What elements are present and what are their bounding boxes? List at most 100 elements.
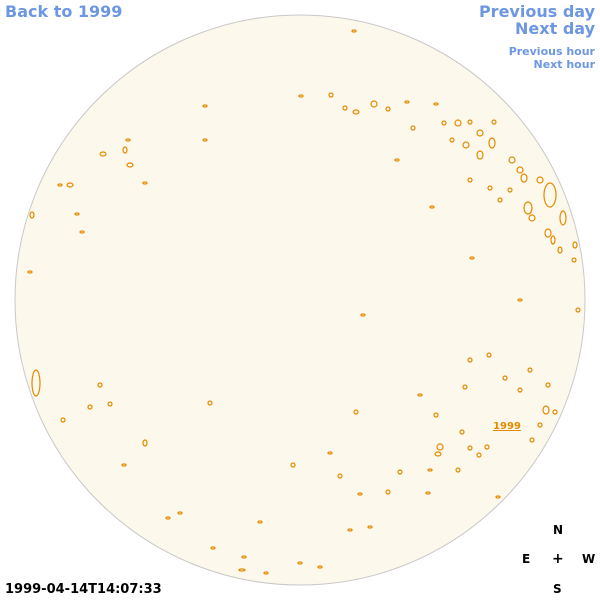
next-day-link[interactable]: Next day	[515, 19, 595, 38]
back-link[interactable]: Back to 1999	[5, 2, 123, 21]
contour	[31, 369, 41, 397]
contour	[508, 156, 516, 164]
contour	[241, 555, 247, 559]
contour	[433, 412, 439, 418]
contour	[257, 520, 263, 524]
contour	[207, 400, 213, 406]
contour	[516, 166, 524, 174]
previous-day-link[interactable]: Previous day	[478, 2, 595, 21]
contour	[367, 525, 373, 529]
contour	[469, 256, 475, 260]
contour	[29, 211, 35, 219]
contour	[394, 158, 400, 162]
contour	[317, 565, 323, 569]
previous-hour-link[interactable]: Previous hour	[508, 45, 595, 58]
contour	[544, 228, 552, 238]
contour	[202, 104, 208, 108]
contour	[263, 571, 269, 575]
contour	[557, 246, 563, 254]
contour	[290, 462, 296, 468]
contour	[542, 405, 550, 415]
contour	[360, 313, 366, 317]
contour	[495, 495, 501, 499]
contour	[433, 102, 439, 106]
contour	[517, 387, 523, 393]
contour	[517, 298, 523, 302]
contour	[537, 422, 543, 428]
contour	[441, 120, 447, 126]
contour	[327, 451, 333, 455]
compass-east: E	[522, 552, 531, 566]
contour	[202, 138, 208, 142]
contour	[297, 561, 303, 565]
contour	[459, 429, 465, 435]
contour	[476, 452, 482, 458]
contour	[455, 467, 461, 473]
contour	[572, 241, 578, 249]
contour	[527, 367, 533, 373]
contour	[351, 29, 357, 33]
contour	[57, 183, 63, 187]
contour	[502, 375, 508, 381]
contour	[462, 384, 468, 390]
contour	[575, 307, 581, 313]
contour-layer	[27, 29, 581, 575]
compass-center: +	[552, 551, 564, 567]
contour	[529, 437, 535, 443]
contour	[66, 182, 74, 188]
contour	[165, 516, 171, 520]
contour	[126, 162, 134, 168]
contour	[491, 119, 497, 125]
contour	[99, 151, 107, 157]
contour	[571, 257, 577, 263]
contour	[142, 439, 148, 447]
contour	[476, 150, 484, 160]
contour	[467, 177, 473, 183]
contour	[79, 230, 85, 234]
contour	[27, 270, 33, 274]
contour	[87, 404, 93, 410]
contour	[142, 181, 148, 185]
contour	[520, 173, 528, 183]
contour	[425, 491, 431, 495]
contour	[467, 119, 473, 125]
contour	[462, 141, 470, 149]
contour	[370, 100, 378, 108]
contour	[352, 109, 360, 115]
compass-west: W	[582, 552, 596, 566]
contour	[397, 469, 403, 475]
contour	[528, 214, 536, 222]
contour	[417, 393, 423, 397]
contour	[357, 492, 363, 496]
contour	[177, 511, 183, 515]
contour	[385, 489, 391, 495]
region-label[interactable]: 1999	[493, 421, 521, 432]
contour	[328, 92, 334, 98]
contour	[342, 105, 348, 111]
contour	[449, 137, 455, 143]
contour	[523, 201, 533, 215]
contour	[125, 138, 131, 142]
contour	[550, 235, 556, 245]
contour	[404, 100, 410, 104]
contour	[298, 94, 304, 98]
contour	[238, 568, 246, 572]
contour	[385, 106, 391, 112]
contour	[122, 146, 128, 154]
contour	[476, 129, 484, 137]
contour	[210, 546, 216, 550]
solar-disk	[14, 14, 586, 586]
timestamp: 1999-04-14T14:07:33	[5, 582, 162, 597]
compass-south: S	[553, 582, 562, 596]
contour	[486, 352, 492, 358]
contour	[121, 463, 127, 467]
contour	[536, 176, 544, 184]
contour	[545, 382, 551, 388]
compass-north: N	[553, 523, 564, 537]
contour	[467, 445, 473, 451]
next-hour-link[interactable]: Next hour	[533, 58, 596, 71]
contour	[454, 119, 462, 127]
contour	[488, 137, 496, 149]
